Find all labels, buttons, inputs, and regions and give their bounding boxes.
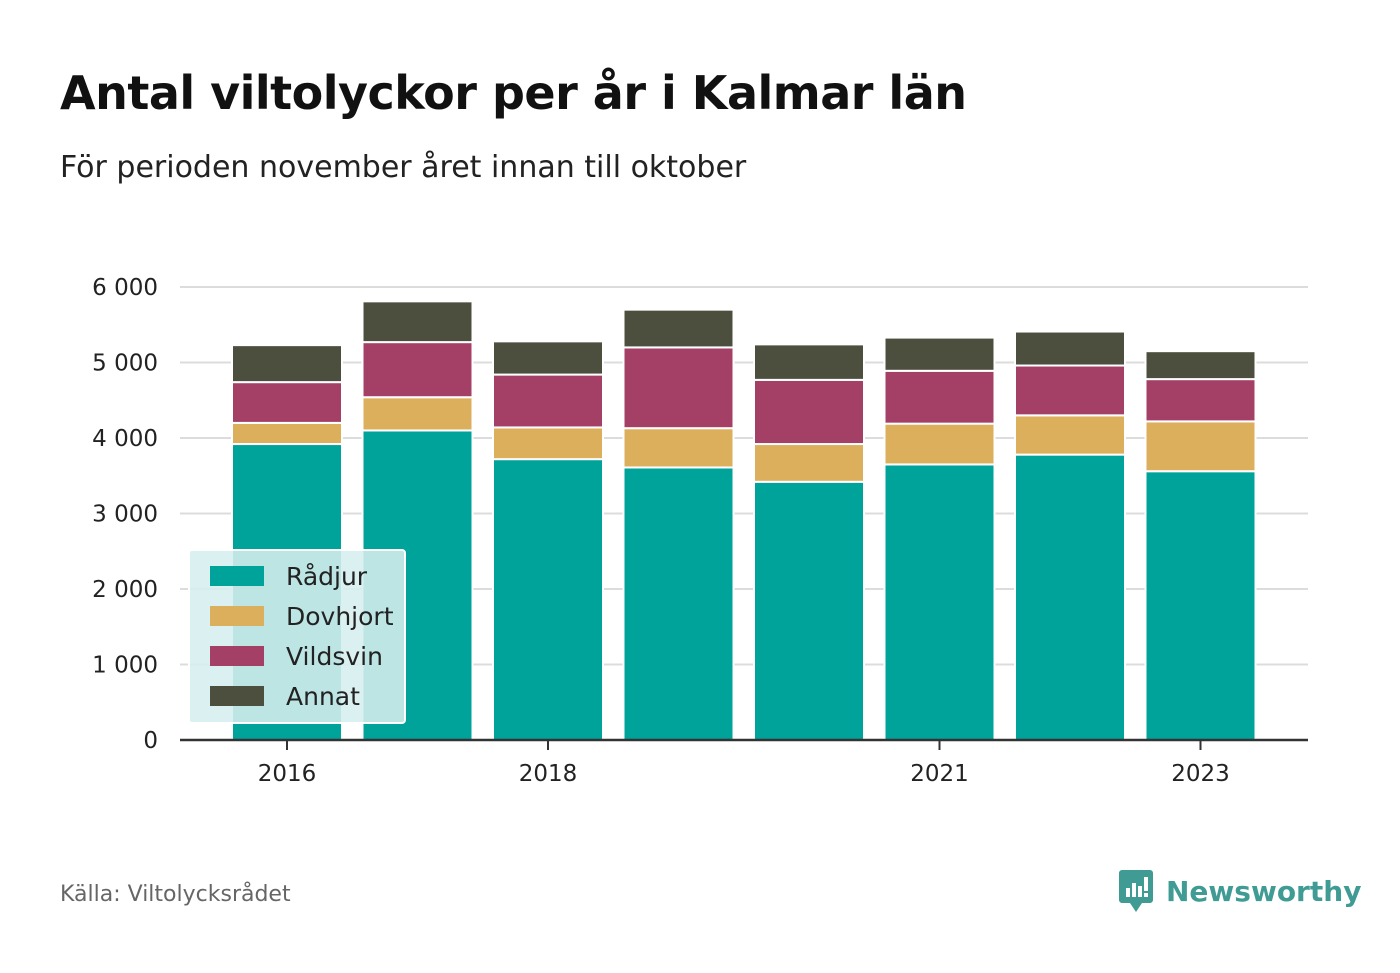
axes: 0 1 000 2 000 3 000 4 000 5 000 6 000 2016 2018 2… xyxy=(92,275,1308,787)
bar-segment-dovhjort-2016 xyxy=(231,421,343,446)
bar-segment-radjur-2018 xyxy=(492,458,604,741)
bar-segment-vildsvin-2019 xyxy=(622,346,735,430)
bar-segment-vildsvin-2017 xyxy=(361,341,474,399)
brand: Newsworthy xyxy=(1118,868,1361,914)
bar-segment-vildsvin-2021 xyxy=(883,369,996,425)
bar-stack-2020 xyxy=(753,343,865,741)
bar-segment-radjur-2021 xyxy=(883,463,996,741)
bar-segment-vildsvin-2023 xyxy=(1144,378,1257,423)
legend-label-dovhjort: Dovhjort xyxy=(286,601,394,631)
bar-segment-annat-2020 xyxy=(753,343,865,381)
bar-segment-radjur-2019 xyxy=(622,466,735,741)
chart-subtitle: För perioden november året innan till ok… xyxy=(60,150,747,185)
bar-segment-dovhjort-2018 xyxy=(492,426,604,461)
legend-item-radjur: Rådjur xyxy=(210,561,367,591)
legend-item-vildsvin: Vildsvin xyxy=(210,641,383,671)
bar-segment-vildsvin-2016 xyxy=(231,381,343,424)
bar-stack-2018 xyxy=(492,340,604,741)
y-tick-label: 0 xyxy=(143,728,158,754)
bar-segment-annat-2022 xyxy=(1014,330,1126,367)
y-tick-label: 3 000 xyxy=(92,502,158,528)
legend-label-radjur: Rådjur xyxy=(286,561,368,591)
bar-segment-annat-2017 xyxy=(361,300,474,344)
bar-stack-2019 xyxy=(622,308,735,741)
bar-segment-annat-2018 xyxy=(492,340,604,376)
bar-segment-dovhjort-2021 xyxy=(883,422,996,466)
legend-item-annat: Annat xyxy=(210,681,360,711)
y-tick-label: 6 000 xyxy=(92,275,158,301)
x-tick-label: 2023 xyxy=(1171,761,1230,787)
y-tick-label: 5 000 xyxy=(92,351,158,377)
legend-swatch-dovhjort xyxy=(210,606,264,626)
bar-segment-dovhjort-2022 xyxy=(1014,414,1126,456)
x-tick-label: 2018 xyxy=(519,761,578,787)
source-note: Källa: Viltolycksrådet xyxy=(60,882,291,907)
bar-segment-annat-2019 xyxy=(622,308,735,349)
bar-segment-vildsvin-2020 xyxy=(753,378,865,446)
newsworthy-logo-icon xyxy=(1119,870,1153,912)
y-tick-label: 1 000 xyxy=(92,653,158,679)
bar-segment-annat-2023 xyxy=(1144,350,1257,381)
bar-segment-vildsvin-2022 xyxy=(1014,364,1126,417)
bar-segment-annat-2016 xyxy=(231,344,343,384)
legend: Rådjur Dovhjort Vildsvin Annat xyxy=(188,549,406,724)
legend-swatch-vildsvin xyxy=(210,646,264,666)
bar-segment-dovhjort-2017 xyxy=(361,396,474,432)
bar-stack-2023 xyxy=(1144,350,1257,741)
legend-label-vildsvin: Vildsvin xyxy=(286,641,383,671)
legend-label-annat: Annat xyxy=(286,681,360,711)
bar-segment-annat-2021 xyxy=(883,336,996,372)
brand-name: Newsworthy xyxy=(1166,874,1362,908)
x-tick-label: 2016 xyxy=(258,761,317,787)
bar-segment-radjur-2020 xyxy=(753,480,865,741)
bar-segment-radjur-2023 xyxy=(1144,470,1257,741)
bar-segment-vildsvin-2018 xyxy=(492,373,604,429)
y-tick-label: 2 000 xyxy=(92,577,158,603)
bar-segment-radjur-2022 xyxy=(1014,453,1126,741)
bar-stack-2022 xyxy=(1014,330,1126,741)
legend-swatch-annat xyxy=(210,686,264,706)
x-tick-label: 2021 xyxy=(910,761,969,787)
bar-segment-dovhjort-2019 xyxy=(622,427,735,469)
chart-title: Antal viltolyckor per år i Kalmar län xyxy=(60,66,967,120)
bar-segment-dovhjort-2020 xyxy=(753,443,865,483)
legend-item-dovhjort: Dovhjort xyxy=(210,601,394,631)
legend-swatch-radjur xyxy=(210,566,264,586)
bar-stack-2021 xyxy=(883,336,996,741)
bar-segment-dovhjort-2023 xyxy=(1144,420,1257,473)
y-tick-label: 4 000 xyxy=(92,426,158,452)
